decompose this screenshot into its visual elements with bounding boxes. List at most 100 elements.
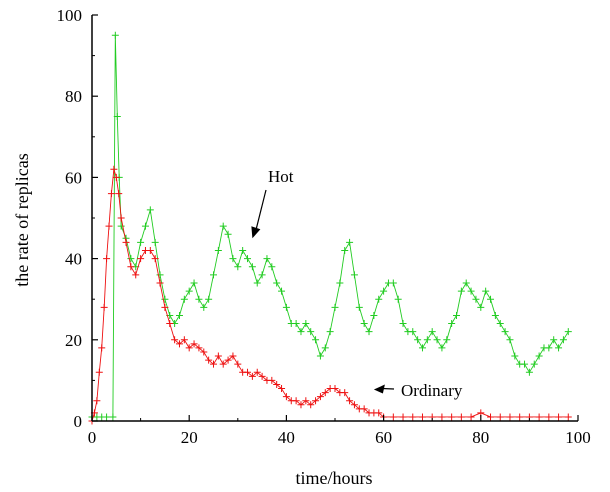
data-point-hot xyxy=(433,336,441,344)
data-point-ordinary xyxy=(244,368,252,376)
data-point-hot xyxy=(341,246,349,254)
data-point-hot xyxy=(394,295,402,303)
data-point-ordinary xyxy=(516,413,524,421)
data-point-hot xyxy=(375,295,383,303)
data-point-hot xyxy=(234,263,242,271)
data-point-hot xyxy=(501,328,509,336)
data-point-hot xyxy=(380,287,388,295)
data-point-ordinary xyxy=(166,320,174,328)
data-point-hot xyxy=(109,413,117,421)
data-point-ordinary xyxy=(496,413,504,421)
data-point-hot xyxy=(175,311,183,319)
data-point-hot xyxy=(346,238,354,246)
data-point-hot xyxy=(448,320,456,328)
data-point-hot xyxy=(331,303,339,311)
data-point-ordinary xyxy=(219,360,227,368)
data-point-ordinary xyxy=(375,409,383,417)
data-point-ordinary xyxy=(234,360,242,368)
data-point-ordinary xyxy=(151,255,159,263)
data-point-ordinary xyxy=(110,165,118,173)
data-point-hot xyxy=(477,303,485,311)
data-point-hot xyxy=(409,328,417,336)
data-point-ordinary xyxy=(282,393,290,401)
annotation-ordinary-label: Ordinary xyxy=(401,381,463,400)
data-point-hot xyxy=(224,230,232,238)
data-point-hot xyxy=(137,238,145,246)
data-point-hot xyxy=(111,31,119,39)
data-point-hot xyxy=(428,328,436,336)
series-ordinary xyxy=(88,165,572,425)
annotation-ordinary-arrowhead xyxy=(373,384,385,394)
data-point-ordinary xyxy=(210,360,217,368)
data-point-hot xyxy=(151,238,159,246)
data-point-hot xyxy=(156,271,164,279)
data-point-hot xyxy=(103,413,111,421)
data-point-ordinary xyxy=(409,413,417,421)
data-point-hot xyxy=(438,344,446,352)
y-axis-title: the rate of replicas xyxy=(12,153,32,286)
data-point-hot xyxy=(146,206,154,214)
data-point-ordinary xyxy=(107,190,115,198)
data-point-ordinary xyxy=(555,413,563,421)
x-tick-label: 0 xyxy=(88,428,97,447)
data-point-hot xyxy=(467,287,475,295)
data-point-hot xyxy=(316,352,324,360)
data-point-ordinary xyxy=(146,246,154,254)
data-point-ordinary xyxy=(307,401,315,409)
data-point-hot xyxy=(555,344,563,352)
data-point-ordinary xyxy=(448,413,456,421)
data-point-hot xyxy=(443,336,451,344)
data-point-ordinary xyxy=(564,413,572,421)
data-point-hot xyxy=(244,255,252,263)
data-point-ordinary xyxy=(487,413,495,421)
x-tick-label: 100 xyxy=(565,428,591,447)
y-tick-label: 80 xyxy=(65,87,82,106)
data-point-ordinary xyxy=(248,372,256,380)
annotation-hot-arrowhead xyxy=(251,226,261,239)
data-point-ordinary xyxy=(195,344,203,352)
data-point-ordinary xyxy=(341,389,349,397)
data-point-hot xyxy=(180,295,188,303)
data-point-hot xyxy=(273,279,281,287)
data-point-hot xyxy=(389,279,397,287)
y-tick-label: 0 xyxy=(74,412,83,431)
data-point-hot xyxy=(530,360,538,368)
data-point-hot xyxy=(312,336,320,344)
data-point-ordinary xyxy=(93,397,101,405)
data-point-ordinary xyxy=(467,413,475,421)
data-point-hot xyxy=(462,279,470,287)
data-point-hot xyxy=(525,368,533,376)
data-point-hot xyxy=(200,303,208,311)
annotation-hot-arrow xyxy=(255,189,267,229)
data-point-ordinary xyxy=(100,303,108,311)
data-point-hot xyxy=(141,222,149,230)
data-point-hot xyxy=(453,311,460,319)
data-point-hot xyxy=(205,295,213,303)
x-tick-label: 20 xyxy=(181,428,198,447)
data-point-ordinary xyxy=(535,413,543,421)
series-line-hot xyxy=(92,35,569,418)
data-point-ordinary xyxy=(156,279,164,287)
data-point-ordinary xyxy=(278,385,286,393)
data-point-hot xyxy=(292,320,300,328)
data-point-ordinary xyxy=(175,340,183,348)
data-point-hot xyxy=(210,271,217,279)
data-point-ordinary xyxy=(399,413,407,421)
data-point-ordinary xyxy=(171,336,179,344)
plot-marks xyxy=(88,31,572,425)
data-point-ordinary xyxy=(180,336,188,344)
data-point-ordinary xyxy=(224,356,232,364)
data-point-ordinary xyxy=(132,271,140,279)
data-point-ordinary xyxy=(103,255,111,263)
data-point-hot xyxy=(117,222,125,230)
x-axis-title: time/hours xyxy=(296,468,373,488)
data-point-hot xyxy=(248,263,256,271)
data-point-hot xyxy=(360,320,368,328)
data-point-ordinary xyxy=(506,413,514,421)
data-point-ordinary xyxy=(117,214,125,222)
data-point-hot xyxy=(282,303,290,311)
data-point-ordinary xyxy=(127,263,135,271)
x-tick-label: 60 xyxy=(375,428,392,447)
data-point-hot xyxy=(535,352,543,360)
